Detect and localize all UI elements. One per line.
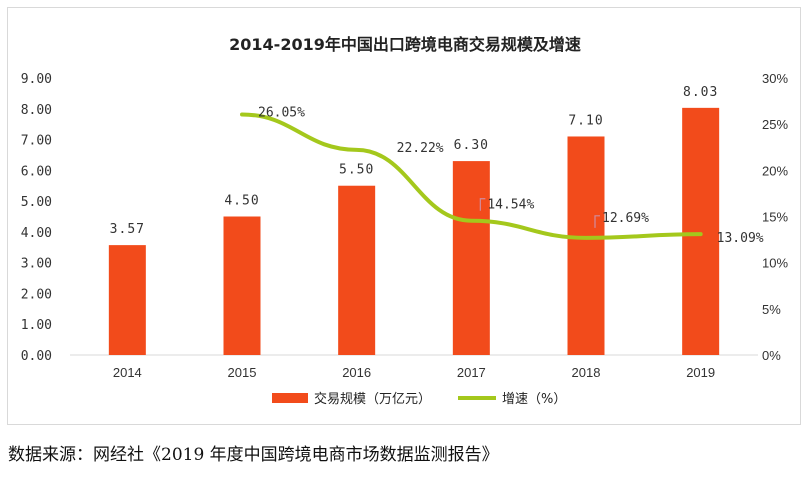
line-value-label: 12.69%	[602, 211, 649, 226]
bar-value-label: 6.30	[454, 138, 489, 153]
label-leader-line	[479, 198, 486, 211]
bar-value-label: 4.50	[224, 194, 259, 209]
x-tick-label: 2015	[228, 365, 257, 380]
bar	[223, 216, 261, 355]
left-axis-tick-label: 1.00	[21, 318, 52, 333]
bar-value-label: 3.57	[110, 222, 145, 237]
source-note: 数据来源：网经社《2019 年度中国跨境电商市场数据监测报告》	[8, 445, 499, 465]
x-tick-label: 2016	[342, 365, 371, 380]
line-value-label: 13.09%	[717, 231, 764, 246]
growth-line	[240, 112, 703, 240]
left-axis-tick-label: 0.00	[21, 349, 52, 364]
right-axis-tick-label: 20%	[762, 163, 788, 178]
left-axis-tick-label: 5.00	[21, 195, 52, 210]
right-axis-tick-label: 10%	[762, 256, 788, 271]
bar	[567, 136, 605, 355]
left-axis-tick-label: 3.00	[21, 257, 52, 272]
x-tick-label: 2014	[113, 365, 142, 380]
label-leader-line	[594, 215, 600, 228]
left-axis-tick-label: 2.00	[21, 287, 52, 302]
left-axis-tick-label: 7.00	[21, 134, 52, 149]
line-value-label: 22.22%	[397, 141, 444, 156]
line-value-label: 26.05%	[258, 105, 305, 120]
bar	[108, 245, 146, 355]
right-axis-tick-label: 15%	[762, 210, 788, 225]
chart-title: 2014-2019年中国出口跨境电商交易规模及增速	[229, 35, 581, 54]
legend-bar-label: 交易规模（万亿元）	[314, 391, 431, 407]
right-axis-tick-label: 0%	[762, 348, 781, 363]
left-axis-tick-label: 8.00	[21, 103, 52, 118]
bar	[338, 185, 376, 355]
bar-value-label: 5.50	[339, 163, 374, 178]
right-axis-tick-label: 5%	[762, 302, 781, 317]
left-axis-tick-label: 9.00	[21, 72, 52, 87]
legend-line-label: 增速（%）	[502, 392, 566, 407]
bar-value-label: 7.10	[568, 113, 603, 128]
bar	[452, 161, 490, 355]
right-axis-tick-label: 30%	[762, 71, 788, 86]
legend-bar-swatch	[272, 393, 308, 403]
line-value-label: 14.54%	[487, 198, 534, 213]
chart-svg: 2014-2019年中国出口跨境电商交易规模及增速 0.00 1.00 2.00 3.0…	[21, 35, 789, 407]
chart-frame: 2014-2019年中国出口跨境电商交易规模及增速 0.00 1.00 2.00 3.0…	[7, 7, 801, 425]
right-axis-tick-label: 25%	[762, 117, 788, 132]
left-axis-tick-label: 6.00	[21, 164, 52, 179]
x-tick-label: 2019	[686, 365, 715, 380]
x-tick-label: 2018	[572, 365, 601, 380]
bar	[682, 107, 720, 355]
x-tick-label: 2017	[457, 365, 486, 380]
left-axis-tick-label: 4.00	[21, 226, 52, 241]
bar-value-label: 8.03	[683, 85, 718, 100]
